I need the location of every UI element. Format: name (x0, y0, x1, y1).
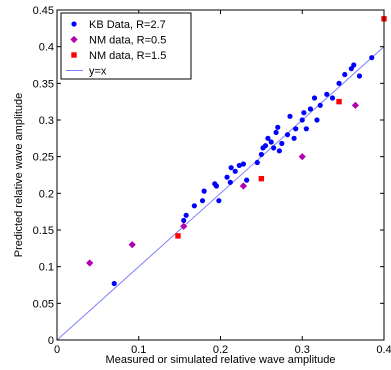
data-point (279, 140, 285, 147)
legend: KB Data, R=2.7 NM data, R=0.5 NM data, R=1… (60, 12, 192, 80)
data-point (240, 161, 246, 167)
data-point (224, 174, 230, 180)
reference-line-y-equals-x (56, 46, 385, 341)
y-tick-label: 0 (48, 335, 54, 347)
x-tick-label: 0.2 (213, 344, 228, 356)
data-point (299, 117, 305, 123)
x-tick-label: 0.3 (295, 344, 310, 356)
data-point (239, 182, 247, 190)
legend-item: NM data, R=1.5 (71, 50, 166, 62)
legend-marker (71, 52, 77, 58)
data-points-layer (86, 16, 387, 287)
data-point (183, 212, 189, 218)
data-point (307, 106, 314, 112)
data-point (86, 259, 94, 267)
y-tick-label: 0.3 (39, 115, 54, 127)
data-point (351, 101, 359, 109)
y-tick-label: 0.35 (33, 78, 54, 90)
legend-label: KB Data, R=2.7 (89, 19, 166, 31)
y-axis-label: Predicted relative wave amplitude (13, 93, 25, 257)
legend-label: y=x (89, 66, 107, 78)
data-point (254, 159, 260, 166)
data-point (356, 73, 363, 79)
legend-label: NM data, R=0.5 (89, 35, 166, 47)
data-point (216, 198, 222, 204)
data-point (287, 113, 293, 119)
data-point (314, 117, 320, 123)
data-point (348, 66, 354, 72)
data-point (236, 162, 242, 169)
legend-item: KB Data, R=2.7 (71, 19, 166, 31)
legend-marker (71, 21, 77, 27)
data-point (303, 126, 309, 132)
data-point (324, 91, 330, 97)
legend-marker (70, 35, 78, 44)
data-point (275, 124, 281, 130)
data-point (293, 126, 299, 132)
data-point (258, 175, 265, 182)
legend-item: y=x (66, 66, 107, 78)
tick-labels: 0 0.1 0.2 0.3 0.4 0 0.05 0.1 0.15 0.2 0.25 0.3 0.35 0… (33, 5, 391, 356)
legend-label: NM data, R=1.5 (89, 50, 166, 62)
x-tick-label: 0.1 (131, 344, 146, 356)
y-tick-label: 0.45 (33, 5, 54, 17)
data-point (336, 80, 342, 86)
data-point (181, 217, 187, 224)
y-tick-label: 0.1 (39, 262, 54, 274)
data-point (271, 145, 277, 151)
legend-box (60, 12, 192, 80)
reference-line-layer (56, 46, 385, 341)
x-tick-label: 0.4 (376, 344, 391, 356)
data-point (228, 165, 234, 171)
data-point (262, 143, 269, 149)
y-tick-label: 0.25 (33, 152, 54, 164)
data-point (232, 168, 238, 174)
data-point (244, 177, 250, 183)
y-tick-label: 0.4 (39, 42, 54, 54)
data-point (175, 233, 181, 239)
series-circle (111, 55, 375, 287)
data-point (329, 95, 336, 101)
data-point (298, 153, 306, 161)
data-point (336, 98, 342, 105)
data-point (369, 55, 375, 61)
data-point (201, 188, 207, 194)
data-point (311, 95, 318, 101)
data-point (284, 132, 291, 138)
data-point (213, 183, 220, 189)
legend-item: NM data, R=0.5 (70, 35, 166, 47)
data-point (180, 222, 188, 230)
data-point (258, 151, 264, 158)
data-point (268, 139, 274, 145)
data-point (191, 203, 197, 209)
data-point (276, 148, 282, 154)
y-tick-label: 0.2 (39, 188, 54, 200)
y-tick-label: 0.05 (33, 298, 54, 310)
data-point (265, 135, 271, 141)
data-point (351, 62, 357, 68)
data-point (227, 179, 233, 185)
x-tick-label: 0 (54, 344, 60, 356)
data-point (301, 110, 307, 116)
data-point (291, 135, 297, 141)
x-axis-label: Measured or simulated relative wave ampl… (106, 354, 336, 366)
data-point (128, 241, 136, 249)
data-point (317, 102, 323, 108)
series-diamond (86, 101, 359, 267)
y-tick-label: 0.15 (33, 225, 54, 237)
data-point (342, 71, 348, 78)
data-point (111, 280, 117, 287)
data-point (199, 198, 206, 204)
data-point (273, 129, 279, 136)
